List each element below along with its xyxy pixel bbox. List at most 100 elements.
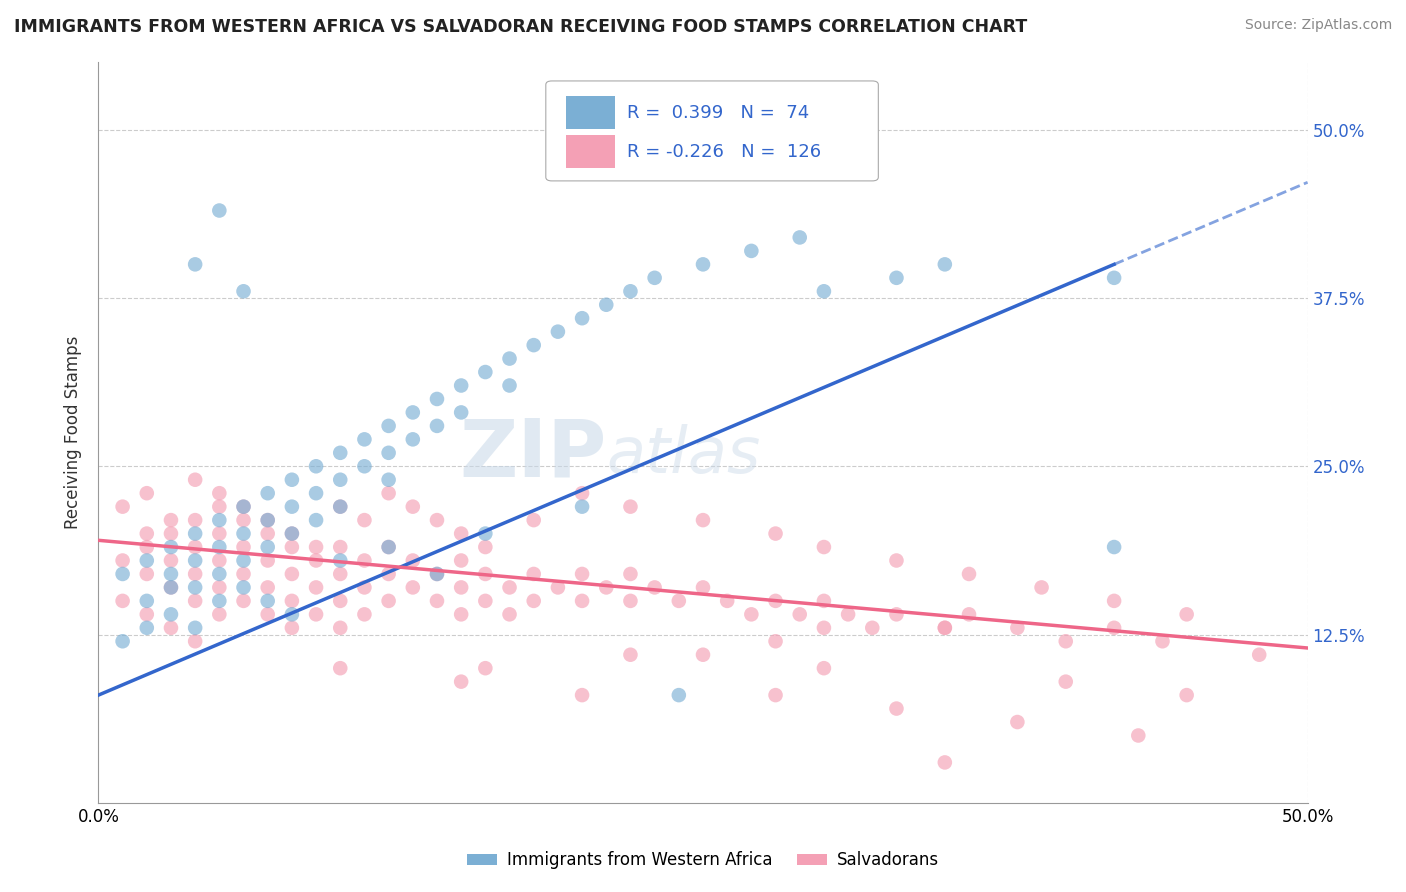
Point: [208, 540, 231, 554]
Point: [426, 513, 449, 527]
Point: [813, 621, 835, 635]
Point: [377, 540, 399, 554]
Point: [498, 581, 520, 595]
Point: [716, 594, 738, 608]
Point: [571, 311, 593, 326]
Point: [184, 594, 207, 608]
Point: [450, 674, 472, 689]
Point: [837, 607, 859, 622]
Point: [329, 621, 352, 635]
Point: [160, 553, 183, 567]
Point: [184, 526, 207, 541]
Point: [111, 594, 134, 608]
Point: [547, 581, 569, 595]
Point: [377, 446, 399, 460]
Point: [184, 553, 207, 567]
Point: [692, 581, 714, 595]
Point: [450, 607, 472, 622]
Point: [232, 500, 254, 514]
Point: [232, 513, 254, 527]
Point: [305, 459, 328, 474]
Point: [498, 378, 520, 392]
Point: [571, 594, 593, 608]
Point: [184, 634, 207, 648]
Point: [498, 351, 520, 366]
Point: [232, 594, 254, 608]
Point: [305, 486, 328, 500]
Point: [377, 540, 399, 554]
Point: [1102, 270, 1125, 285]
Point: [426, 418, 449, 433]
Point: [474, 540, 496, 554]
Point: [668, 594, 690, 608]
Point: [377, 418, 399, 433]
Point: [208, 486, 231, 500]
Point: [426, 566, 449, 581]
Point: [184, 581, 207, 595]
Point: [934, 621, 956, 635]
Point: [523, 338, 546, 352]
Text: ZIP: ZIP: [458, 416, 606, 494]
Point: [353, 553, 375, 567]
Point: [111, 500, 134, 514]
Point: [450, 581, 472, 595]
Point: [232, 566, 254, 581]
Point: [111, 566, 134, 581]
Point: [619, 648, 641, 662]
Point: [160, 621, 183, 635]
Point: [692, 257, 714, 271]
Point: [1007, 621, 1029, 635]
Point: [160, 581, 183, 595]
Point: [789, 607, 811, 622]
Point: [208, 203, 231, 218]
Point: [305, 607, 328, 622]
Point: [934, 621, 956, 635]
Point: [208, 500, 231, 514]
Text: atlas: atlas: [606, 424, 761, 486]
Point: [934, 756, 956, 770]
Point: [450, 378, 472, 392]
Point: [281, 526, 304, 541]
Point: [353, 513, 375, 527]
Point: [208, 566, 231, 581]
Point: [208, 581, 231, 595]
Point: [256, 540, 278, 554]
Point: [813, 661, 835, 675]
Point: [305, 553, 328, 567]
Point: [426, 566, 449, 581]
Point: [184, 540, 207, 554]
Point: [886, 270, 908, 285]
Point: [619, 285, 641, 299]
Point: [668, 688, 690, 702]
Point: [353, 459, 375, 474]
Point: [571, 688, 593, 702]
Point: [886, 701, 908, 715]
Point: [402, 553, 425, 567]
Point: [256, 581, 278, 595]
Point: [232, 581, 254, 595]
Point: [208, 513, 231, 527]
Legend: Immigrants from Western Africa, Salvadorans: Immigrants from Western Africa, Salvador…: [460, 845, 946, 876]
Point: [160, 526, 183, 541]
Point: [523, 594, 546, 608]
Text: R = -0.226   N =  126: R = -0.226 N = 126: [627, 143, 821, 161]
Point: [1031, 581, 1053, 595]
Point: [329, 473, 352, 487]
Point: [281, 473, 304, 487]
Text: IMMIGRANTS FROM WESTERN AFRICA VS SALVADORAN RECEIVING FOOD STAMPS CORRELATION C: IMMIGRANTS FROM WESTERN AFRICA VS SALVAD…: [14, 18, 1028, 36]
Point: [523, 513, 546, 527]
Point: [957, 607, 980, 622]
Point: [1152, 634, 1174, 648]
Point: [426, 392, 449, 406]
Point: [184, 566, 207, 581]
FancyBboxPatch shape: [567, 135, 614, 169]
Point: [595, 581, 617, 595]
Point: [135, 486, 157, 500]
Point: [184, 257, 207, 271]
Point: [1102, 621, 1125, 635]
Point: [619, 500, 641, 514]
Point: [135, 526, 157, 541]
Point: [523, 566, 546, 581]
Point: [402, 500, 425, 514]
Point: [1249, 648, 1271, 662]
